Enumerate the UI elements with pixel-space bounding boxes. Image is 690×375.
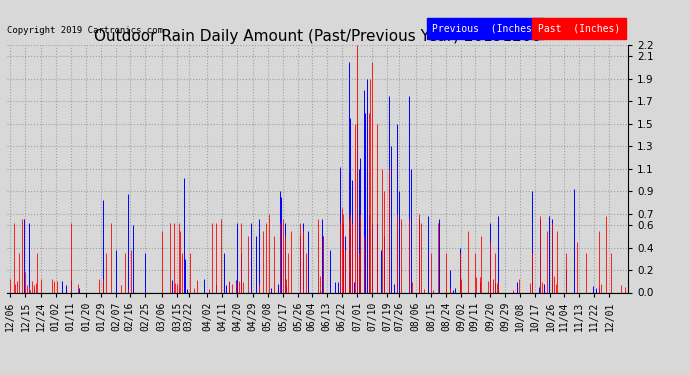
Text: Copyright 2019 Cartronics.com: Copyright 2019 Cartronics.com: [7, 26, 163, 35]
Legend: Previous  (Inches), Past  (Inches): Previous (Inches), Past (Inches): [429, 20, 623, 36]
Title: Outdoor Rain Daily Amount (Past/Previous Year) 20191206: Outdoor Rain Daily Amount (Past/Previous…: [94, 29, 541, 44]
